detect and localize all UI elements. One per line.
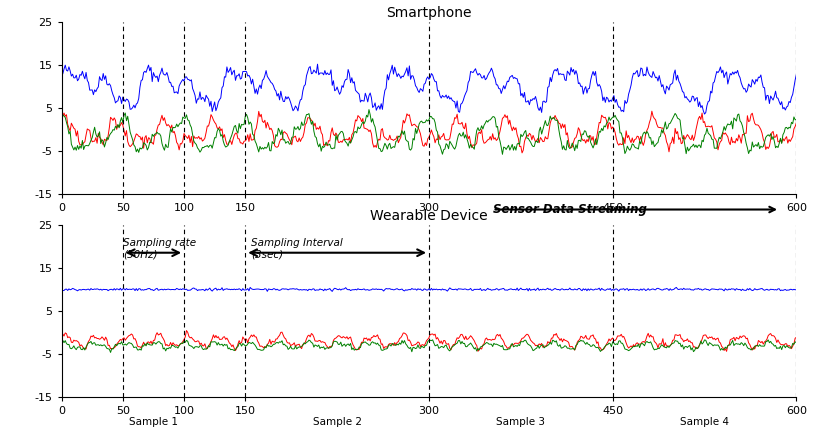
Text: Sample 3: Sample 3 — [497, 417, 545, 427]
Text: Sample 2: Sample 2 — [313, 417, 361, 427]
Title: Smartphone: Smartphone — [386, 6, 472, 20]
Text: Sample 1: Sample 1 — [129, 417, 178, 427]
Text: (3sec): (3sec) — [251, 249, 283, 259]
Text: Sampling Interval: Sampling Interval — [251, 238, 343, 248]
Title: Wearable Device: Wearable Device — [370, 210, 488, 223]
Text: Sensor Data Streaming: Sensor Data Streaming — [493, 203, 646, 216]
Text: Sample 4: Sample 4 — [680, 417, 729, 427]
Text: (50Hz): (50Hz) — [123, 249, 158, 259]
Text: Sampling rate: Sampling rate — [123, 238, 196, 248]
